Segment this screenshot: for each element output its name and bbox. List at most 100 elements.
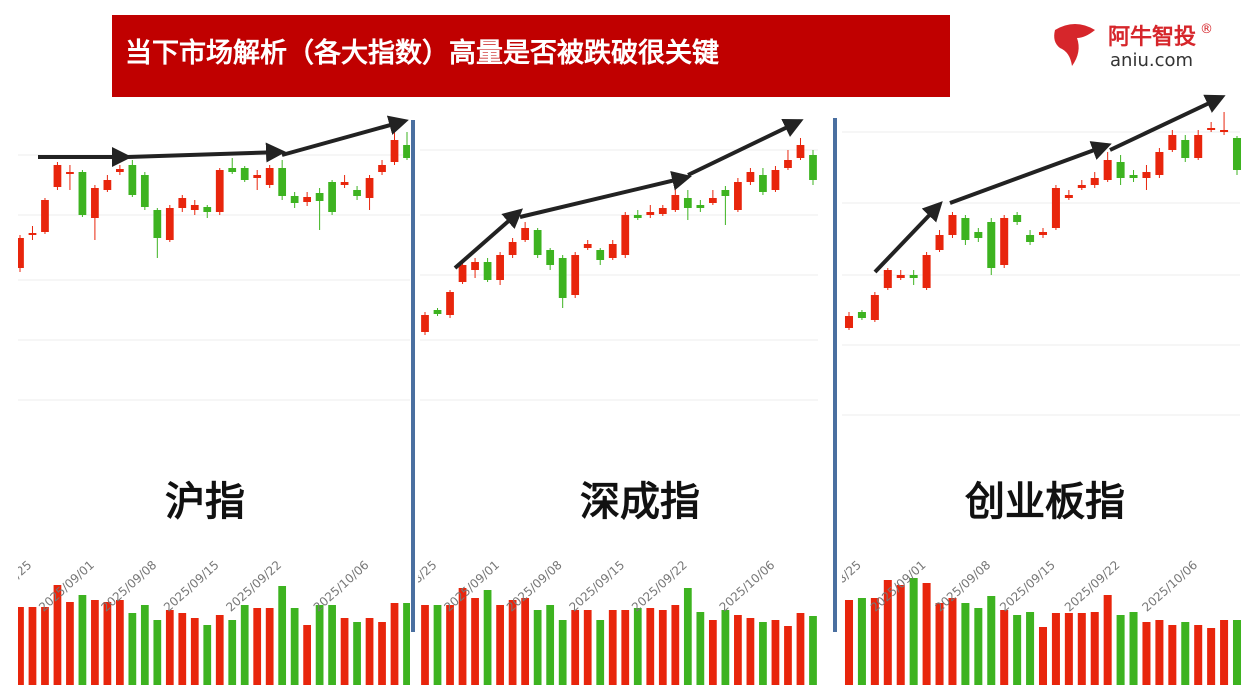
- x-tick-label: 2025/08/25: [0, 558, 34, 615]
- candle-body: [759, 175, 767, 192]
- volume-bar: [53, 585, 62, 685]
- candle-body: [857, 312, 866, 318]
- volume-bar: [909, 578, 918, 685]
- candle-body: [496, 255, 504, 280]
- volume-bar: [546, 605, 555, 685]
- volume-bar: [746, 618, 755, 685]
- candle-body: [103, 180, 112, 190]
- candle-body: [178, 198, 187, 208]
- volume-bar: [1142, 622, 1151, 685]
- volume-bar: [987, 596, 996, 685]
- volume-bar: [1232, 620, 1242, 685]
- candle-body: [315, 193, 324, 201]
- volume-bar: [844, 600, 854, 685]
- candle-body: [165, 208, 174, 240]
- volume-bar: [696, 612, 705, 685]
- volume-bar: [1077, 613, 1086, 685]
- volume-bar: [140, 605, 149, 685]
- volume-bar: [583, 610, 592, 685]
- candle-body: [1207, 128, 1216, 130]
- logo-site: aniu.com: [1110, 50, 1193, 71]
- candle-body: [696, 205, 705, 208]
- candle-body: [533, 230, 542, 255]
- candle-body: [608, 244, 617, 258]
- slide-title: 当下市场解析（各大指数）高量是否被跌破很关键: [125, 37, 719, 69]
- candle-body: [1232, 138, 1242, 170]
- candle-body: [403, 145, 410, 158]
- candle-body: [153, 210, 162, 238]
- volume-bar: [721, 610, 730, 685]
- candle-body: [558, 258, 567, 298]
- candle-body: [1129, 175, 1138, 178]
- volume-bar: [759, 622, 767, 685]
- panel-title: 创业板指: [965, 479, 1125, 525]
- candle-body: [390, 140, 399, 162]
- volume-bar: [974, 608, 983, 685]
- volume-bar: [896, 585, 905, 685]
- volume-bar: [1168, 625, 1177, 685]
- volume-bar: [734, 615, 742, 685]
- candle-body: [583, 244, 592, 248]
- candle-body: [240, 168, 249, 180]
- candle-body: [78, 172, 87, 215]
- volume-bar: [165, 610, 174, 685]
- x-tick-label: 2025/09/15: [161, 558, 222, 615]
- volume-bar: [41, 607, 49, 685]
- candle-body: [1090, 178, 1099, 185]
- candle-body: [508, 242, 517, 255]
- candle-body: [1220, 130, 1229, 132]
- candle-body: [378, 165, 386, 172]
- volume-bar: [18, 607, 24, 685]
- candle-body: [458, 265, 467, 282]
- candle-body: [987, 222, 996, 268]
- volume-bar: [571, 610, 580, 685]
- volume-bar: [708, 620, 717, 685]
- volume-bar: [1181, 622, 1190, 685]
- candle-body: [1077, 185, 1086, 188]
- logo-mark: ®: [1200, 22, 1213, 37]
- x-tick-label: 2025/10/06: [717, 558, 778, 615]
- candle-body: [771, 170, 780, 190]
- candle-body: [471, 262, 479, 270]
- volume-bar: [596, 620, 605, 685]
- candle-body: [683, 198, 692, 208]
- volume-bar: [390, 603, 399, 685]
- candle-body: [974, 232, 983, 238]
- candle-body: [91, 188, 99, 218]
- volume-bar: [961, 603, 970, 685]
- candle-body: [708, 198, 717, 203]
- volume-bar: [315, 605, 324, 685]
- volume-bar: [290, 608, 299, 685]
- candle-body: [621, 215, 630, 255]
- volume-bar: [1013, 615, 1022, 685]
- candle-body: [961, 218, 970, 240]
- grid: [18, 131, 1240, 416]
- volume-bar: [265, 608, 274, 685]
- logo-name: 阿牛智投: [1108, 24, 1196, 50]
- volume-bar: [935, 603, 944, 685]
- volume-bar: [948, 598, 957, 685]
- volume-bar: [178, 613, 187, 685]
- volume-bar: [1116, 615, 1125, 685]
- volume-bar: [253, 608, 262, 685]
- candle-body: [1155, 152, 1164, 175]
- volume-bar: [228, 620, 237, 685]
- volume-bar: [558, 620, 567, 685]
- volume-bar: [633, 608, 642, 685]
- candle-body: [896, 275, 905, 278]
- candle-body: [922, 255, 931, 288]
- candle-body: [265, 168, 274, 185]
- volume-bar: [128, 613, 137, 685]
- volume-bar: [340, 618, 349, 685]
- volume-bar: [103, 602, 112, 685]
- candle-body: [290, 196, 299, 203]
- candle-body: [215, 170, 224, 212]
- volume-bar: [922, 583, 931, 685]
- volume-bar: [1026, 612, 1035, 685]
- candle-body: [883, 270, 892, 288]
- candle-body: [365, 178, 374, 198]
- candle-body: [1103, 160, 1112, 180]
